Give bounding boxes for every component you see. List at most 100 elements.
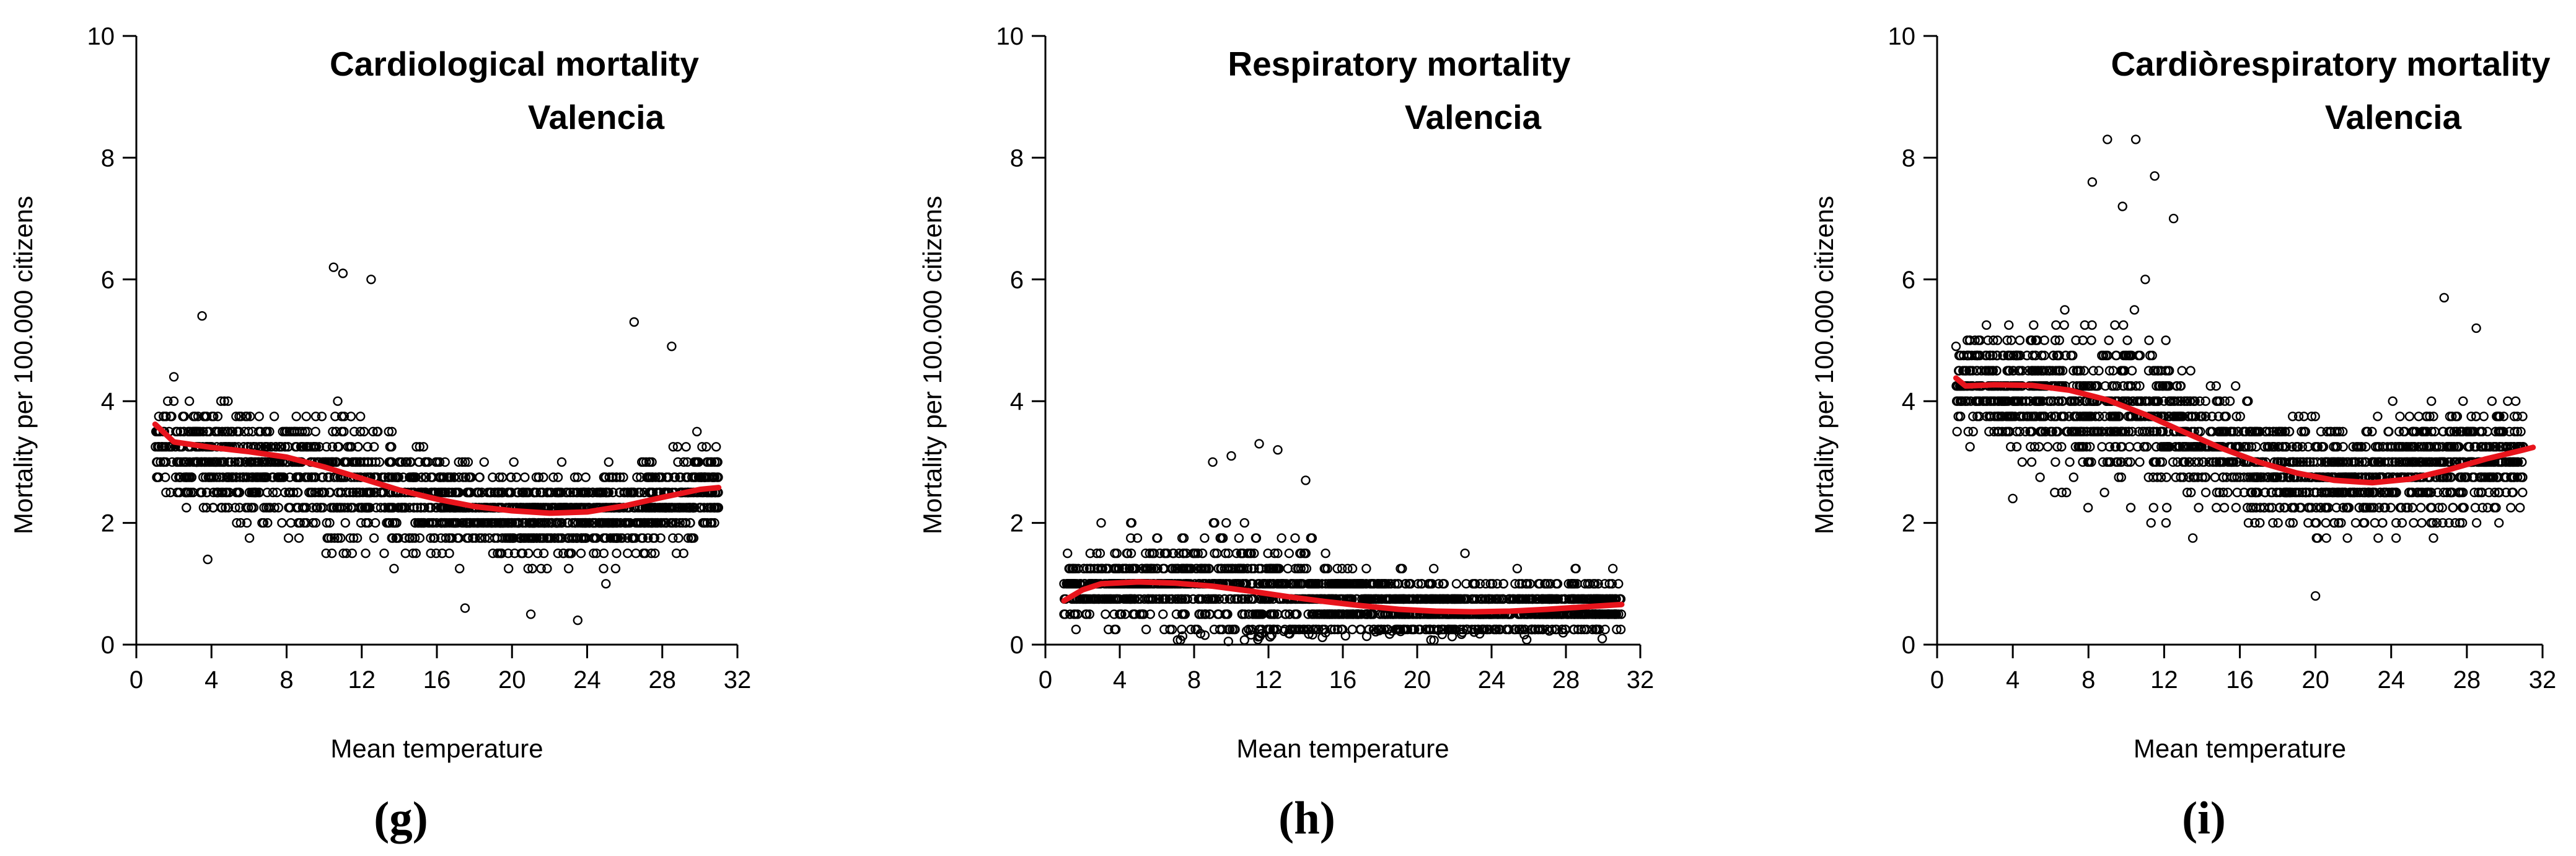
scatter-point [232,426,242,436]
chart-title-line-2: Valencia [528,98,665,136]
scatter-point [1267,630,1277,640]
scatter-point [1086,563,1096,573]
scatter-point [2127,426,2137,436]
scatter-point [2232,472,2242,482]
scatter-point [1517,594,1528,604]
scatter-point [421,472,431,482]
scatter-point [211,487,222,498]
scatter-point [1370,594,1381,604]
scatter-point [1460,549,1470,558]
scatter-point [470,518,480,528]
scatter-point [334,442,344,452]
scatter-point [573,518,583,528]
scatter-point [325,518,335,528]
scatter-point [242,518,252,528]
y-axis-title: Mortality per 100.000 citizens [9,196,38,534]
scatter-point [333,396,343,406]
scatter-point [2110,320,2120,330]
scatter-point [1348,609,1358,619]
scatter-point [345,533,355,543]
scatter-point [1214,609,1224,619]
scatter-point [477,518,486,528]
scatter-point [294,533,304,543]
scatter-point [259,503,269,513]
scatter-point [1473,624,1483,635]
scatter-point [231,472,242,482]
scatter-point [553,549,563,558]
scatter-point [1337,563,1347,573]
scatter-point [524,549,534,558]
scatter-point [1319,609,1329,619]
scatter-point [2036,426,2046,436]
scatter-point [687,533,697,543]
scatter-point [1122,549,1132,558]
scatter-point [2068,472,2078,482]
scatter-point [196,457,207,467]
scatter-point [2293,412,2304,421]
scatter-point [2170,396,2180,406]
scatter-point [1504,624,1514,635]
scatter-point [567,533,577,543]
scatter-point [556,457,567,467]
scatter-point [2490,487,2500,498]
scatter-point [1239,563,1249,573]
scatter-point [1585,579,1595,589]
scatter-point [201,472,211,482]
scatter-point [1396,594,1405,604]
scatter-point [457,457,467,467]
scatter-point [2104,366,2115,376]
scatter-point [525,609,536,619]
scatter-point [312,503,322,513]
scatter-point [1384,579,1394,589]
scatter-point [530,518,540,528]
scatter-point [161,412,171,421]
scatter-point [2510,426,2520,436]
scatter-point [496,549,506,558]
scatter-point [1968,426,1978,436]
scatter-point [2316,503,2326,513]
scatter-point [400,549,410,558]
scatter-point [2195,396,2205,406]
scatter-point [1480,579,1491,589]
scatter-point [1379,624,1389,635]
scatter-point [1280,609,1290,619]
scatter-point [193,412,203,421]
scatter-point [1234,533,1244,543]
scatter-point [552,518,561,528]
scatter-point [301,518,311,528]
scatter-point [1438,579,1448,589]
scatter-point [1590,579,1600,589]
scatter-point [679,457,689,467]
scatter-point [2231,381,2241,391]
scatter-point [1277,579,1287,589]
scatter-point [152,457,162,467]
scatter-point [2116,472,2126,482]
scatter-point [1304,579,1314,589]
scatter-point [1998,350,2009,361]
scatter-point [2067,426,2078,436]
scatter-point [1600,624,1610,635]
scatter-point [1182,594,1193,604]
scatter-point [2068,366,2078,376]
scatter-point [1202,563,1211,573]
scatter-point [1579,624,1589,635]
scatter-point [371,487,381,498]
scatter-point [1607,579,1617,589]
scatter-point [398,503,408,513]
scatter-point [1519,630,1529,640]
scatter-point [182,487,192,498]
scatter-point [2015,426,2024,436]
scatter-point [576,487,586,498]
scatter-point [348,533,359,543]
scatter-point [667,342,677,351]
scatter-point [240,412,250,421]
scatter-point [1332,563,1342,573]
scatter-point [2161,335,2171,345]
scatter-point [1583,594,1593,604]
scatter-point [1268,624,1278,635]
scatter-point [165,412,175,421]
scatter-point [2187,533,2198,543]
scatter-point [2455,518,2465,528]
scatter-point [464,533,473,543]
scatter-point [343,503,353,513]
